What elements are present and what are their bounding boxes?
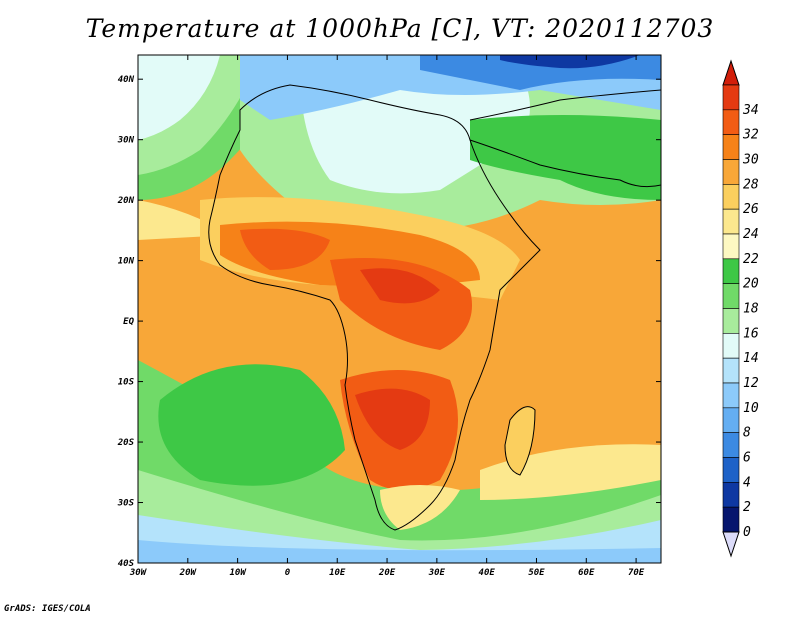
colorbar-label: 28 xyxy=(743,177,759,192)
latitude-ticks: 40N 30N 20N 10N EQ 10S 20S 30S 40S xyxy=(117,75,661,569)
map-frame xyxy=(137,54,662,564)
colorbar-swatch xyxy=(722,184,740,210)
colorbar-swatch xyxy=(722,432,740,458)
colorbar-swatch xyxy=(722,308,740,334)
software-credit: GrADS: IGES/COLA xyxy=(4,604,91,614)
colorbar-label: 2 xyxy=(743,500,751,515)
colorbar-under-triangle xyxy=(722,531,740,558)
lon-tick-label: 70E xyxy=(628,568,645,578)
colorbar-swatch xyxy=(722,159,740,185)
lon-tick-label: 20E xyxy=(378,568,396,578)
lat-tick-label: 30S xyxy=(117,499,135,509)
colorbar-label: 0 xyxy=(743,525,751,540)
colorbar-label: 10 xyxy=(743,401,759,416)
colorbar-swatch xyxy=(722,506,740,533)
lon-tick-label: 0 xyxy=(285,568,291,578)
colorbar-swatch xyxy=(722,109,740,135)
lat-tick-label: 40N xyxy=(118,75,135,85)
colorbar-label: 18 xyxy=(743,302,759,317)
longitude-ticks: 30W 20W 10W 0 10E 20E 30E 40E 50E 60E 70E xyxy=(129,55,645,578)
colorbar-label: 32 xyxy=(742,128,759,143)
colorbar-label: 20 xyxy=(743,277,759,292)
colorbar-swatch xyxy=(722,357,740,384)
lat-tick-label: EQ xyxy=(123,317,134,327)
colorbar-swatch xyxy=(722,457,740,483)
colorbar-label: 22 xyxy=(743,252,759,267)
lat-tick-label: 10N xyxy=(118,257,135,267)
temperature-field xyxy=(138,55,661,563)
lat-tick-label: 40S xyxy=(118,559,135,569)
colorbar-swatch xyxy=(722,382,740,409)
plot-title: Temperature at 1000hPa [C], VT: 20201127… xyxy=(85,14,715,43)
colorbar-label: 6 xyxy=(743,451,751,466)
colorbar-label: 24 xyxy=(743,227,759,242)
lon-tick-label: 60E xyxy=(578,568,595,578)
lon-tick-label: 50E xyxy=(528,568,545,578)
lon-tick-label: 40E xyxy=(479,568,496,578)
colorbar-label: 30 xyxy=(742,153,759,168)
lon-tick-label: 10E xyxy=(329,568,346,578)
lon-tick-label: 20W xyxy=(179,568,198,578)
coastlines xyxy=(208,84,661,531)
colorbar-swatch xyxy=(722,134,740,160)
lat-tick-label: 20N xyxy=(117,196,135,206)
colorbar-label: 12 xyxy=(743,376,759,391)
colorbar-swatch xyxy=(722,233,740,260)
colorbar-over-triangle xyxy=(722,59,740,86)
lat-tick-label: 10S xyxy=(118,378,135,388)
colorbar-swatch xyxy=(722,333,740,359)
colorbar-label: 8 xyxy=(743,426,751,441)
colorbar-swatch xyxy=(722,407,740,433)
colorbar-swatch xyxy=(722,208,740,235)
lon-tick-label: 30W xyxy=(129,568,148,578)
colorbar-swatch xyxy=(722,258,740,284)
lat-tick-label: 20S xyxy=(117,438,135,448)
lon-tick-label: 30E xyxy=(428,568,446,578)
colorbar-label: 4 xyxy=(743,475,751,490)
colorbar-label: 14 xyxy=(743,351,759,366)
colorbar-swatch xyxy=(722,84,740,111)
lat-tick-label: 30N xyxy=(117,136,135,146)
colorbar-label: 16 xyxy=(743,326,759,341)
colorbar-swatch xyxy=(722,482,740,508)
colorbar-label: 26 xyxy=(743,202,759,217)
colorbar-swatch xyxy=(722,283,740,309)
lon-tick-label: 10W xyxy=(229,568,247,578)
colorbar-label: 34 xyxy=(742,103,759,118)
